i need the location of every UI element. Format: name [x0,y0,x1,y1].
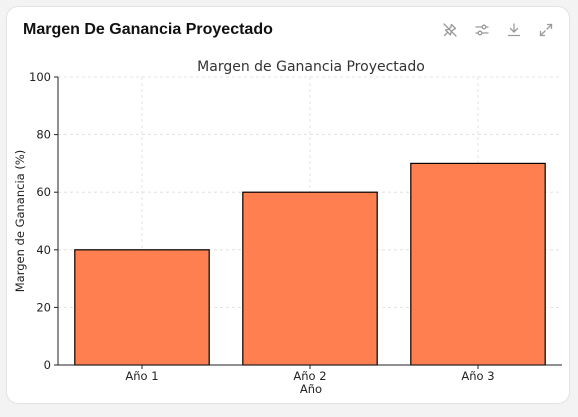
bar [410,162,546,366]
pin-off-icon [443,23,457,37]
y-tick-label: 80 [36,128,51,142]
y-tick-label: 0 [44,358,51,372]
settings-button[interactable] [471,19,493,41]
download-button[interactable] [503,19,525,41]
chart-title: Margen de Ganancia Proyectado [197,59,425,75]
y-tick-label: 100 [29,70,51,84]
bar [242,191,378,366]
expand-button[interactable] [535,19,557,41]
ticks: 0 20 40 60 80 100 Año 1 Año 2 Año 3 [29,70,495,383]
y-axis-label: Margen de Ganancia (%) [13,150,27,293]
y-tick-label: 60 [36,185,51,199]
card-title: Margen De Ganancia Proyectado [23,21,273,38]
bar [74,249,210,366]
pin-off-button[interactable] [439,19,461,41]
x-axis-label: Año [300,382,322,396]
chart-toolbar [439,19,557,41]
x-tick-label: Año 3 [461,369,494,383]
y-tick-label: 40 [36,243,51,257]
download-icon [507,23,521,37]
x-tick-label: Año 1 [125,369,158,383]
settings-sliders-icon [475,24,489,36]
y-tick-label: 20 [36,300,51,314]
expand-icon [539,23,553,37]
x-tick-label: Año 2 [293,369,326,383]
bars [74,162,546,366]
